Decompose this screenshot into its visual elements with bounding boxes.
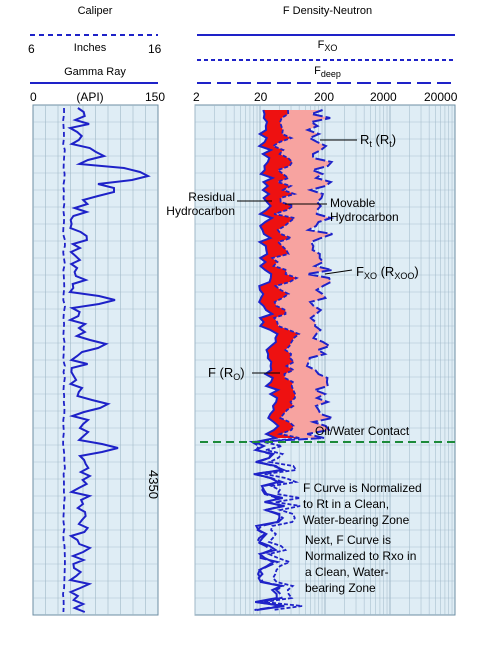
fdeep-title: Fdeep [200,65,455,79]
note1-line-2: to Rt in a Clean, [303,497,390,511]
fxo-curve [263,109,303,611]
gamma-scale-max: 150 [145,90,166,104]
scale-label-20: 20 [254,90,268,104]
note2-line-1: Next, F Curve is [305,533,392,547]
note2-line-2: Normalized to Rxo in [305,549,417,563]
caliper-curve [62,107,66,613]
rt-close: ) [391,132,397,147]
fxo-ann-sub: XO [363,271,377,281]
depth-label: 4350 [146,470,161,499]
fxo-ann-paren: (R [380,264,395,279]
fxo-annotation: FXO (RXOO) [356,264,419,281]
f-density-neutron-title: F Density-Neutron [282,5,373,17]
residual-hydrocarbon-label: Residual Hydrocarbon [155,190,235,218]
caliper-unit: Inches [73,42,107,54]
rt-main: R [360,132,370,147]
fxo-ann-close: ) [414,264,419,279]
note2-line-4: bearing Zone [305,581,376,595]
scale-label-200: 200 [314,90,335,104]
f-ro-sub: O [233,372,241,382]
gamma-unit: (API) [76,90,104,104]
fxo-title: FXO [200,39,455,53]
fdeep-curve [248,109,337,611]
rt-paren: (R [375,132,390,147]
note1-line-1: F Curve is Normalized [303,481,422,495]
fdeep-title-main: F [314,65,321,77]
caliper-title: Caliper [77,5,113,17]
fxo-leader [324,269,353,275]
left-track-grid [33,105,158,615]
f-ro-annotation: F (RO) [208,365,245,382]
caliper-scale-min: 6 [28,42,35,56]
rt-sub: t [369,139,372,149]
gamma-scale-min: 0 [30,90,37,104]
fxo-ann-main: F [356,264,364,279]
rt-paren-sub: t [389,139,392,149]
fxo-ann-paren-sub: XOO [394,271,415,281]
residual-hydrocarbon-fill [259,110,300,438]
movable-line-2: Hydrocarbon [330,210,399,224]
fxo-title-sub: XO [324,43,338,53]
scale-label-20000: 20000 [424,90,458,104]
residual-line-2: Hydrocarbon [166,204,235,218]
f-ro-close: ) [240,365,245,380]
movable-line-1: Movable [330,196,376,210]
residual-line-1: Residual [188,190,235,204]
normalization-note-2: Next, F Curve is Normalized to Rxo in a … [305,532,416,596]
note2-line-3: a Clean, Water- [305,565,389,579]
scale-label-2: 2 [193,90,200,104]
movable-hydrocarbon-label: Movable Hydrocarbon [330,196,399,224]
scale-label-2000: 2000 [370,90,397,104]
f-ro-pre: F (R [208,365,234,380]
f-density-neutron-curve [251,109,285,611]
gamma-ray-title: Gamma Ray [64,66,126,78]
fxo-title-main: F [317,39,325,51]
caliper-scale-max: 16 [148,42,162,56]
oil-water-contact-label: Oil/Water Contact [315,424,410,438]
normalization-note-1: F Curve is Normalized to Rt in a Clean, … [303,480,422,528]
note1-line-3: Water-bearing Zone [303,513,410,527]
rt-annotation: Rt (Rt) [360,132,397,149]
movable-hydrocarbon-fill [272,110,333,438]
fdeep-title-sub: deep [320,69,341,79]
gamma-ray-curve [67,107,151,613]
